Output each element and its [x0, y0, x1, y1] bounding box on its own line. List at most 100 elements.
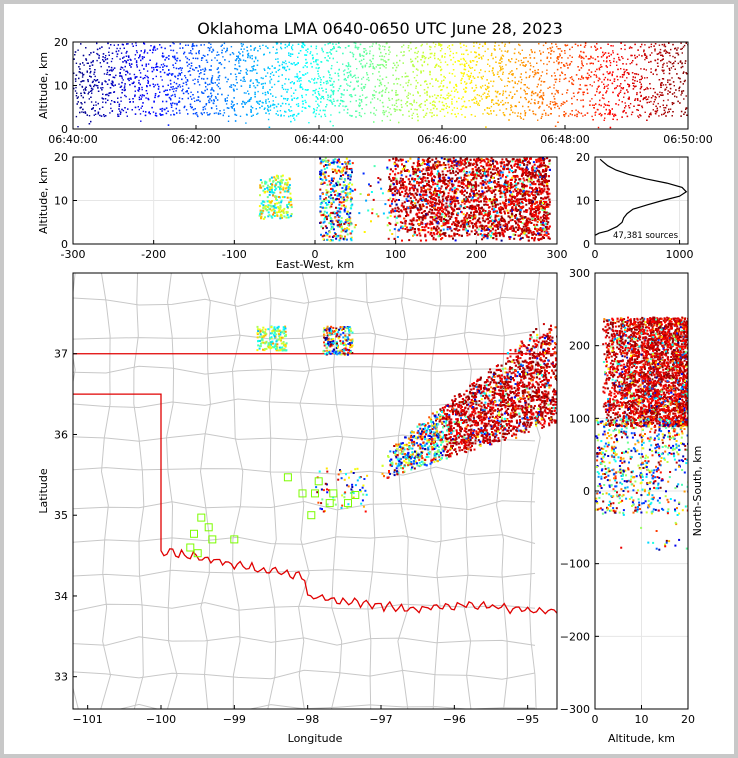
source-point [209, 98, 211, 100]
source-point [583, 57, 585, 60]
source-point [510, 104, 512, 107]
source-point [555, 78, 558, 81]
source-point [125, 52, 127, 54]
source-point [594, 94, 596, 96]
source-point [256, 64, 259, 66]
source-point [646, 86, 648, 89]
source-point [312, 90, 314, 92]
source-point [164, 47, 166, 50]
source-point [684, 111, 686, 114]
source-point [338, 87, 341, 90]
source-point [319, 109, 321, 112]
source-point [641, 55, 643, 57]
source-point [414, 47, 417, 49]
source-point [416, 74, 418, 77]
source-point [389, 51, 391, 53]
source-point [235, 59, 237, 62]
source-point [86, 70, 88, 72]
source-point [269, 82, 271, 84]
source-point [363, 48, 365, 50]
source-point [372, 57, 374, 60]
source-point [656, 62, 659, 64]
source-point [539, 96, 541, 99]
source-point [654, 96, 657, 98]
source-point [444, 56, 446, 58]
source-point [219, 113, 222, 115]
source-point [328, 76, 331, 79]
source-point [650, 97, 653, 99]
source-point [602, 51, 604, 54]
source-point [179, 74, 181, 76]
source-point [294, 76, 296, 78]
source-point [546, 69, 548, 71]
source-point [347, 108, 349, 111]
source-point [290, 95, 293, 97]
source-point [252, 69, 255, 71]
source-point [103, 73, 106, 75]
source-point [658, 79, 661, 81]
source-point [488, 90, 490, 93]
source-point [521, 78, 523, 81]
source-point [566, 100, 568, 102]
source-point [430, 109, 432, 111]
source-point [167, 84, 169, 86]
source-point [451, 98, 453, 100]
source-point [224, 98, 226, 100]
source-point [135, 42, 137, 44]
source-point [527, 106, 530, 108]
source-point [143, 56, 145, 58]
source-point [324, 113, 326, 116]
source-point [276, 52, 278, 54]
source-point [146, 92, 148, 95]
source-point [284, 47, 286, 49]
source-point [271, 65, 273, 67]
source-point [598, 85, 600, 87]
source-point [270, 73, 272, 75]
source-point [292, 115, 294, 117]
source-point [593, 107, 595, 109]
source-point [462, 75, 464, 77]
source-point [643, 49, 645, 51]
source-point [246, 73, 248, 75]
source-point [358, 46, 360, 49]
source-point [561, 72, 564, 74]
source-point [600, 47, 602, 49]
source-point [155, 75, 157, 78]
source-point [492, 80, 495, 83]
source-point [622, 57, 624, 60]
source-point [288, 61, 290, 63]
source-point [372, 43, 374, 45]
source-point [353, 88, 355, 90]
source-point [251, 70, 253, 72]
source-point [154, 84, 156, 86]
source-point [382, 58, 384, 61]
source-point [502, 92, 504, 94]
source-point [250, 111, 252, 113]
source-point [167, 110, 169, 112]
source-point [263, 68, 265, 70]
source-point [117, 115, 119, 117]
source-point [304, 99, 306, 102]
source-point [120, 52, 123, 54]
source-point [586, 84, 588, 87]
source-point [563, 64, 565, 66]
source-point [415, 79, 417, 82]
source-point [129, 64, 131, 66]
source-point [262, 85, 264, 88]
source-point [448, 106, 450, 108]
source-point [659, 51, 661, 53]
source-point [606, 66, 608, 68]
source-point [466, 49, 468, 51]
source-point [628, 47, 631, 49]
source-point [322, 90, 324, 92]
source-point [381, 94, 383, 96]
source-point [143, 52, 145, 54]
source-point [401, 76, 403, 78]
source-point [397, 98, 400, 101]
source-point [505, 108, 508, 110]
source-point [643, 89, 645, 91]
source-point [186, 57, 189, 60]
source-point [298, 78, 300, 80]
source-point [408, 115, 410, 117]
source-point [546, 57, 548, 59]
